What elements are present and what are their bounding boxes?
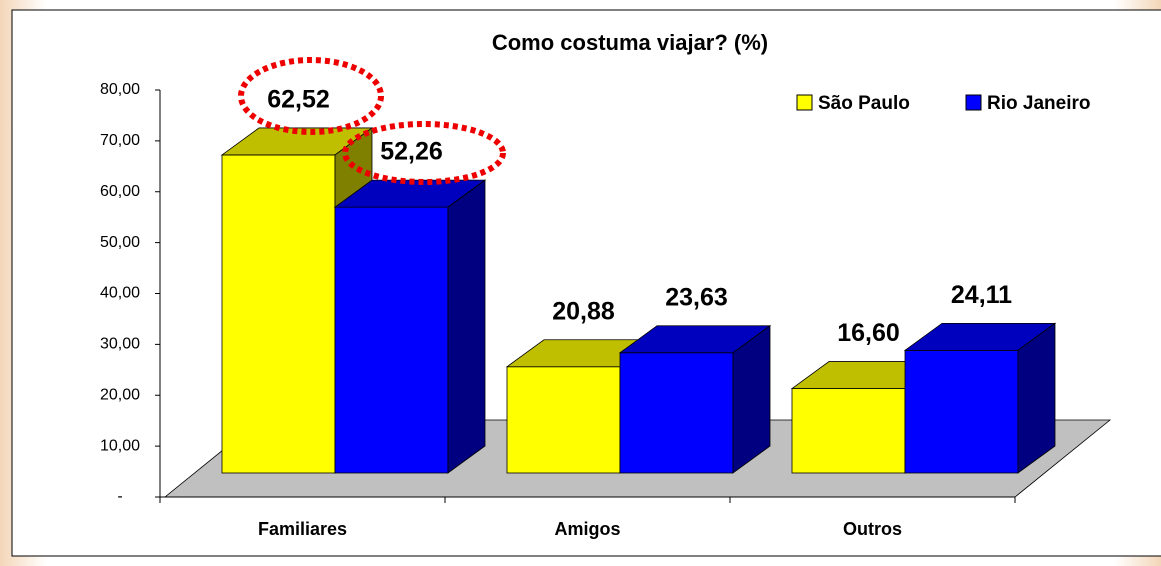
bar-side <box>1017 322 1056 474</box>
plot: - 10,00 20,00 30,00 40,00 50,00 60,00 70,00 80,0… <box>100 81 1091 539</box>
bar-front <box>334 206 449 474</box>
bar-front <box>221 154 336 474</box>
bar <box>333 179 487 474</box>
value-label: 62,52 <box>267 86 330 114</box>
y-tick-label: 40,00 <box>100 285 140 302</box>
chart-title: Como costuma viajar? (%) <box>492 30 768 55</box>
value-label: 20,88 <box>552 297 615 325</box>
y-tick-label: 10,00 <box>100 437 140 454</box>
legend-swatch <box>796 94 813 111</box>
legend-swatch <box>965 94 982 111</box>
y-tick-label: 20,00 <box>100 386 140 403</box>
legend-label: São Paulo <box>818 93 910 114</box>
x-tick-label: Outros <box>843 519 902 539</box>
legend-label: Rio Janeiro <box>987 93 1090 114</box>
bar-side <box>732 324 771 474</box>
x-tick-label: Amigos <box>554 519 620 539</box>
value-label: 16,60 <box>837 319 900 347</box>
x-tick-label: Familiares <box>258 519 347 539</box>
y-tick-label: - <box>117 488 122 505</box>
bar-front <box>619 352 734 474</box>
value-label: 52,26 <box>380 138 443 166</box>
bar-front <box>791 388 906 474</box>
y-tick-label: 80,00 <box>100 81 140 98</box>
bar <box>903 322 1057 474</box>
bar-front <box>506 366 621 474</box>
y-tick-label: 50,00 <box>100 234 140 251</box>
y-tick-label: 60,00 <box>100 183 140 200</box>
value-label: 23,63 <box>665 283 728 311</box>
highlight-ellipse <box>238 57 384 135</box>
bar-side <box>447 179 486 474</box>
y-tick-label: 70,00 <box>100 132 140 149</box>
y-tick-label: 30,00 <box>100 336 140 353</box>
value-label: 24,11 <box>951 281 1012 309</box>
highlight-ellipse <box>342 121 506 185</box>
bar <box>618 324 772 474</box>
bar-front <box>904 349 1019 474</box>
